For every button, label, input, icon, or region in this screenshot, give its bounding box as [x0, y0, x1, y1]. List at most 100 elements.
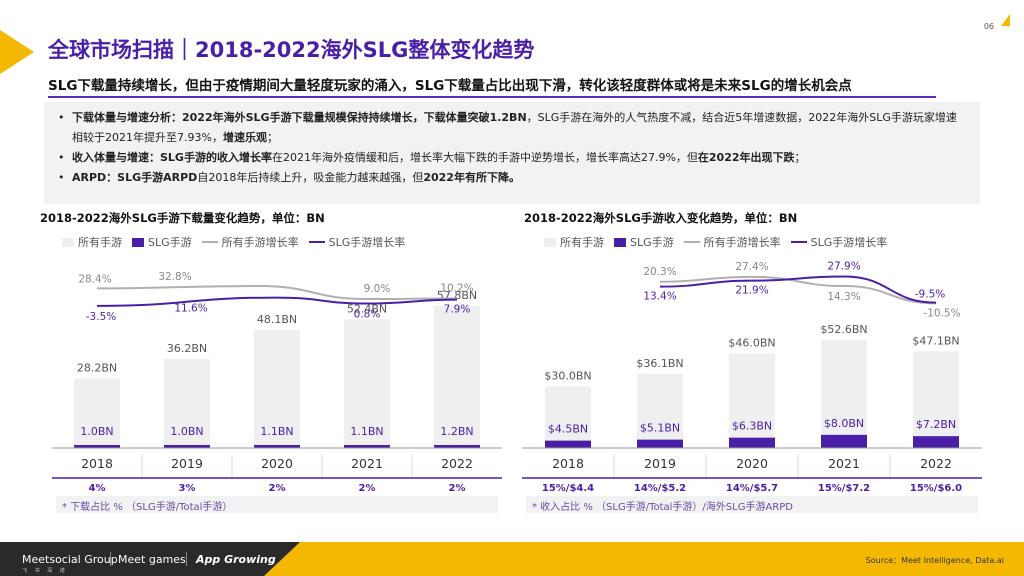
- label-all-growth-2020: 27.4%: [735, 261, 768, 273]
- ratio-2022: 2%: [449, 483, 466, 494]
- page-number: 06: [983, 22, 994, 31]
- footer-brand-panel: [0, 542, 300, 576]
- bar-slg-2018: [545, 440, 591, 448]
- meetgames-logo: Meet games: [118, 553, 186, 566]
- bar-all-games-2020: [729, 353, 775, 448]
- bar-slg-2020: [254, 445, 300, 448]
- subtitle-divider: [48, 96, 936, 98]
- legend-all-games: 所有手游: [62, 234, 122, 250]
- label-all-games-2020: 48.1BN: [257, 313, 297, 326]
- label-all-games-2021: 52.4BN: [347, 302, 387, 315]
- label-slg-2018: $4.5BN: [548, 423, 588, 436]
- label-slg-growth-2021: 0.8%: [354, 309, 381, 321]
- revenue-chart-legend: 所有手游 SLG手游 所有手游增长率 SLG手游增长率: [544, 234, 897, 250]
- label-all-games-2018: 28.2BN: [77, 362, 117, 375]
- label-slg-2021: 1.1BN: [350, 425, 383, 438]
- x-tick-2021: 2021: [828, 456, 860, 471]
- label-slg-2020: $6.3BN: [732, 420, 772, 433]
- bar-all-games-2018: [545, 386, 591, 448]
- legend-swatch-all-growth: [201, 241, 218, 243]
- x-tick-2018: 2018: [552, 456, 584, 471]
- line-all-growth: [96, 284, 458, 301]
- label-all-games-2021: $52.6BN: [820, 323, 867, 336]
- bar-all-games-2022: [913, 351, 959, 448]
- x-tick-2018: 2018: [81, 456, 113, 471]
- revenue-chart-title: 2018-2022海外SLG手游收入变化趋势，单位：BN: [524, 211, 798, 225]
- revenue-chart: $30.0BN $36.1BN $46.0BN $52.6BN $47.1BN $4.5B…: [522, 260, 982, 494]
- label-slg-2019: $5.1BN: [640, 422, 680, 435]
- label-slg-2022: 1.2BN: [440, 425, 473, 438]
- legend-swatch-all: [544, 237, 556, 247]
- label-slg-2020: 1.1BN: [260, 425, 293, 438]
- source-note: Source：Meet Intelligence, Data.ai: [865, 556, 1004, 565]
- legend-all-growth: 所有手游增长率: [201, 234, 299, 250]
- label-slg-2021: $8.0BN: [824, 417, 864, 430]
- label-all-growth-2022: -10.5%: [923, 307, 960, 319]
- label-slg-growth-2018: -3.5%: [86, 311, 116, 323]
- line-slg-growth: [659, 275, 937, 304]
- label-slg-2019: 1.0BN: [170, 425, 203, 438]
- label-all-games-2022: $47.1BN: [912, 334, 959, 347]
- bar-slg-2021: [821, 434, 867, 448]
- label-slg-growth-2019: 13.4%: [643, 291, 676, 303]
- ratio-2020: 14%/$5.7: [726, 483, 778, 494]
- meetsocial-logo: Meetsocial Group: [22, 553, 118, 566]
- footer-separator: [186, 552, 187, 566]
- ratio-2019: 14%/$5.2: [634, 483, 686, 494]
- bullet-download: 下载体量与增速分析：2022年海外SLG手游下载量规模保持持续增长，下载体量突破…: [58, 108, 966, 148]
- legend-slg: SLG手游: [614, 234, 674, 250]
- label-all-growth-2019: 32.8%: [158, 271, 191, 283]
- bar-slg-2021: [344, 445, 390, 448]
- label-slg-2018: 1.0BN: [80, 425, 113, 438]
- label-slg-growth-2022: 7.9%: [444, 304, 471, 316]
- bar-slg-2019: [164, 445, 210, 448]
- bar-all-games-2020: [254, 329, 300, 448]
- legend-slg-growth: SLG手游增长率: [308, 234, 405, 250]
- label-slg-growth-2021: 27.9%: [827, 260, 860, 272]
- bar-all-games-2019: [164, 359, 210, 448]
- ratio-2018: 15%/$4.4: [542, 483, 594, 494]
- label-slg-growth-2020: 21.9%: [735, 285, 768, 297]
- x-tick-2020: 2020: [261, 456, 293, 471]
- line-slg-growth: [96, 296, 458, 307]
- legend-swatch-all-growth: [683, 241, 700, 243]
- ratio-2021: 2%: [359, 483, 376, 494]
- x-tick-2019: 2019: [644, 456, 676, 471]
- bar-slg-2022: [913, 436, 959, 448]
- bar-slg-2020: [729, 437, 775, 448]
- meetsocial-logo-sub: 飞 书 深 诺: [22, 568, 68, 574]
- label-all-games-2020: $46.0BN: [728, 337, 775, 350]
- label-all-games-2019: $36.1BN: [636, 357, 683, 370]
- label-all-growth-2021: 9.0%: [364, 283, 391, 295]
- corner-accent-left: [0, 30, 34, 74]
- legend-slg-growth: SLG手游增长率: [790, 234, 887, 250]
- download-chart-legend: 所有手游 SLG手游 所有手游增长率 SLG手游增长率: [62, 234, 415, 250]
- legend-swatch-slg: [614, 237, 626, 247]
- label-all-growth-2019: 20.3%: [643, 266, 676, 278]
- bullet-arpd: ARPD：SLG手游ARPD自2018年后持续上升，吸金能力越来越强，但2022…: [58, 168, 966, 188]
- footer-separator: [110, 552, 111, 566]
- download-footnote: * 下载占比 % （SLG手游/Total手游）: [56, 496, 498, 513]
- ratio-2018: 4%: [89, 483, 106, 494]
- ratio-2019: 3%: [179, 483, 196, 494]
- ratio-2020: 2%: [269, 483, 286, 494]
- label-all-growth-2022: 10.2%: [440, 282, 473, 294]
- legend-swatch-slg-growth: [790, 241, 807, 243]
- bar-slg-2018: [74, 445, 120, 448]
- x-tick-2022: 2022: [441, 456, 473, 471]
- x-tick-2022: 2022: [920, 456, 952, 471]
- legend-all-games: 所有手游: [544, 234, 604, 250]
- label-all-growth-2018: 28.4%: [78, 273, 111, 285]
- label-slg-growth-2019: 11.6%: [174, 303, 207, 315]
- appgrowing-logo: App Growing: [196, 553, 276, 566]
- label-all-games-2018: $30.0BN: [544, 369, 591, 382]
- x-tick-2021: 2021: [351, 456, 383, 471]
- ratio-2022: 15%/$6.0: [910, 483, 962, 494]
- page-title: 全球市场扫描｜2018-2022海外SLG整体变化趋势: [48, 38, 535, 62]
- bar-all-games-2019: [637, 373, 683, 448]
- bar-all-games-2022: [434, 306, 480, 448]
- bar-slg-2022: [434, 445, 480, 448]
- corner-accent-right: [1001, 14, 1010, 26]
- page-subtitle: SLG下载量持续增长，但由于疫情期间大量轻度玩家的涌入，SLG下载量占比出现下滑…: [48, 78, 852, 94]
